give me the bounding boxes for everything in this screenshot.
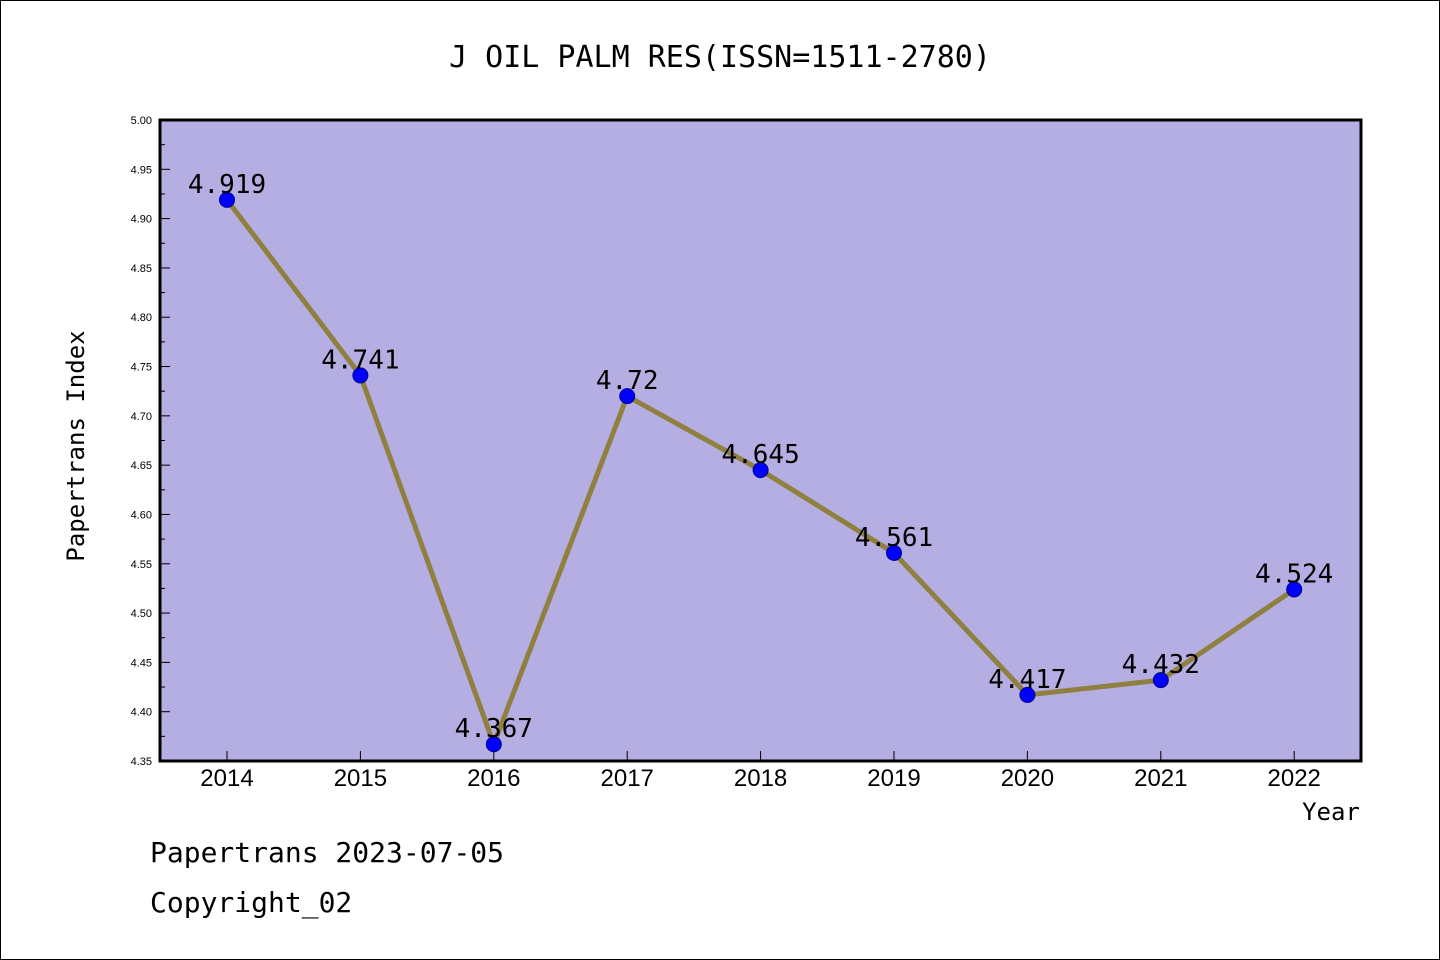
data-label: 4.919 [188, 170, 266, 200]
x-tick-label: 2018 [734, 765, 787, 792]
series-line-group [219, 191, 1303, 753]
chart-title: J OIL PALM RES(ISSN=1511-2780) [449, 40, 991, 75]
x-axis-label: Year [1302, 798, 1360, 826]
data-point [886, 544, 902, 561]
y-tick-label: 4.70 [131, 411, 152, 423]
x-tick-label: 2019 [867, 765, 920, 792]
y-tick-label: 4.85 [131, 263, 152, 275]
data-point [752, 462, 769, 479]
data-point [485, 736, 502, 753]
footer-copyright: Copyright_02 [150, 886, 353, 919]
data-label: 4.645 [721, 440, 799, 470]
data-point [352, 367, 369, 384]
y-axis: 4.35 4.40 4.45 4.50 4.55 4.60 4.65 4.70 4.75 4.80… [131, 115, 170, 768]
y-tick-label: 5.00 [131, 115, 152, 127]
y-tick-label: 4.75 [131, 362, 152, 374]
plot-area [160, 120, 1361, 761]
data-point [619, 388, 636, 405]
x-tick-label: 2016 [467, 765, 520, 792]
footer-date: Papertrans 2023-07-05 [150, 836, 505, 869]
data-label: 4.561 [855, 523, 933, 553]
x-tick-label: 2020 [1001, 765, 1054, 792]
data-label: 4.417 [988, 665, 1066, 695]
x-tick-label: 2015 [334, 765, 387, 792]
y-tick-label: 4.50 [131, 608, 152, 620]
y-tick-label: 4.55 [131, 559, 152, 571]
y-tick-label: 4.65 [131, 460, 152, 472]
y-tick-label: 4.60 [131, 509, 152, 521]
y-axis-label: Papertrans Index [62, 330, 90, 561]
data-label: 4.72 [596, 366, 659, 396]
y-tick-label: 4.40 [131, 707, 152, 719]
data-point [219, 191, 235, 208]
y-tick-label: 4.80 [131, 312, 152, 324]
data-label: 4.741 [321, 345, 399, 375]
data-label: 4.432 [1122, 650, 1200, 680]
y-tick-label: 4.35 [131, 756, 152, 768]
x-tick-label: 2022 [1268, 765, 1321, 792]
plot-border [158, 118, 1363, 763]
x-axis: 2014 2015 2016 2017 2018 2019 2020 2021 2022 [200, 751, 1321, 792]
y-tick-label: 4.95 [131, 164, 152, 176]
x-tick-label: 2017 [601, 765, 654, 792]
data-label: 4.524 [1255, 559, 1333, 589]
data-point [1019, 686, 1036, 703]
y-tick-label: 4.45 [131, 657, 152, 669]
x-tick-label: 2021 [1134, 765, 1187, 792]
data-point [1286, 581, 1303, 598]
y-tick-label: 4.90 [131, 214, 152, 226]
x-tick-label: 2014 [200, 765, 253, 792]
data-point [1152, 672, 1169, 689]
data-label: 4.367 [455, 714, 533, 744]
data-label-group: 4.919 4.741 4.367 4.72 4.645 4.561 4.417 4.432 4… [188, 170, 1333, 744]
